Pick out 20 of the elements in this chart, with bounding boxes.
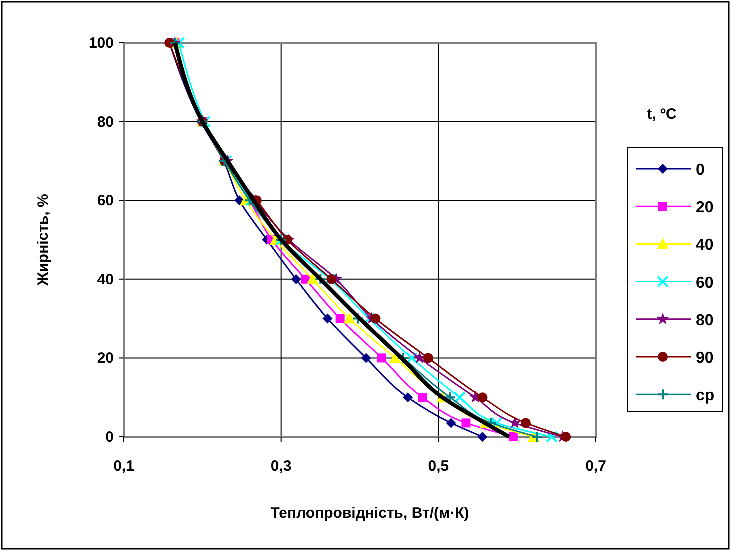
legend-label: 20 bbox=[696, 200, 714, 217]
legend-label: 80 bbox=[696, 312, 714, 330]
legend-label: 0 bbox=[696, 162, 705, 179]
y-tick-label: 20 bbox=[97, 350, 114, 368]
y-tick-label: 40 bbox=[97, 271, 114, 288]
legend-title: t, ºC bbox=[647, 106, 677, 123]
legend-label: 90 bbox=[696, 350, 714, 367]
y-tick-label: 80 bbox=[97, 114, 114, 131]
x-tick-label: 0,3 bbox=[270, 458, 292, 475]
y-tick-label: 100 bbox=[88, 35, 114, 52]
y-tick-label: 60 bbox=[97, 192, 114, 210]
legend-label: ср bbox=[696, 388, 715, 405]
x-tick-label: 0,7 bbox=[586, 458, 606, 475]
x-tick-label: 0,1 bbox=[114, 458, 134, 475]
x-tick-label: 0,5 bbox=[428, 458, 450, 475]
y-tick-label: 0 bbox=[106, 429, 114, 446]
legend-label: 60 bbox=[696, 274, 714, 292]
y-axis-title: Жирність, % bbox=[35, 194, 52, 287]
legend-label: 40 bbox=[696, 237, 714, 254]
x-axis-title: Теплопровідність, Вт/(м·К) bbox=[270, 505, 470, 522]
